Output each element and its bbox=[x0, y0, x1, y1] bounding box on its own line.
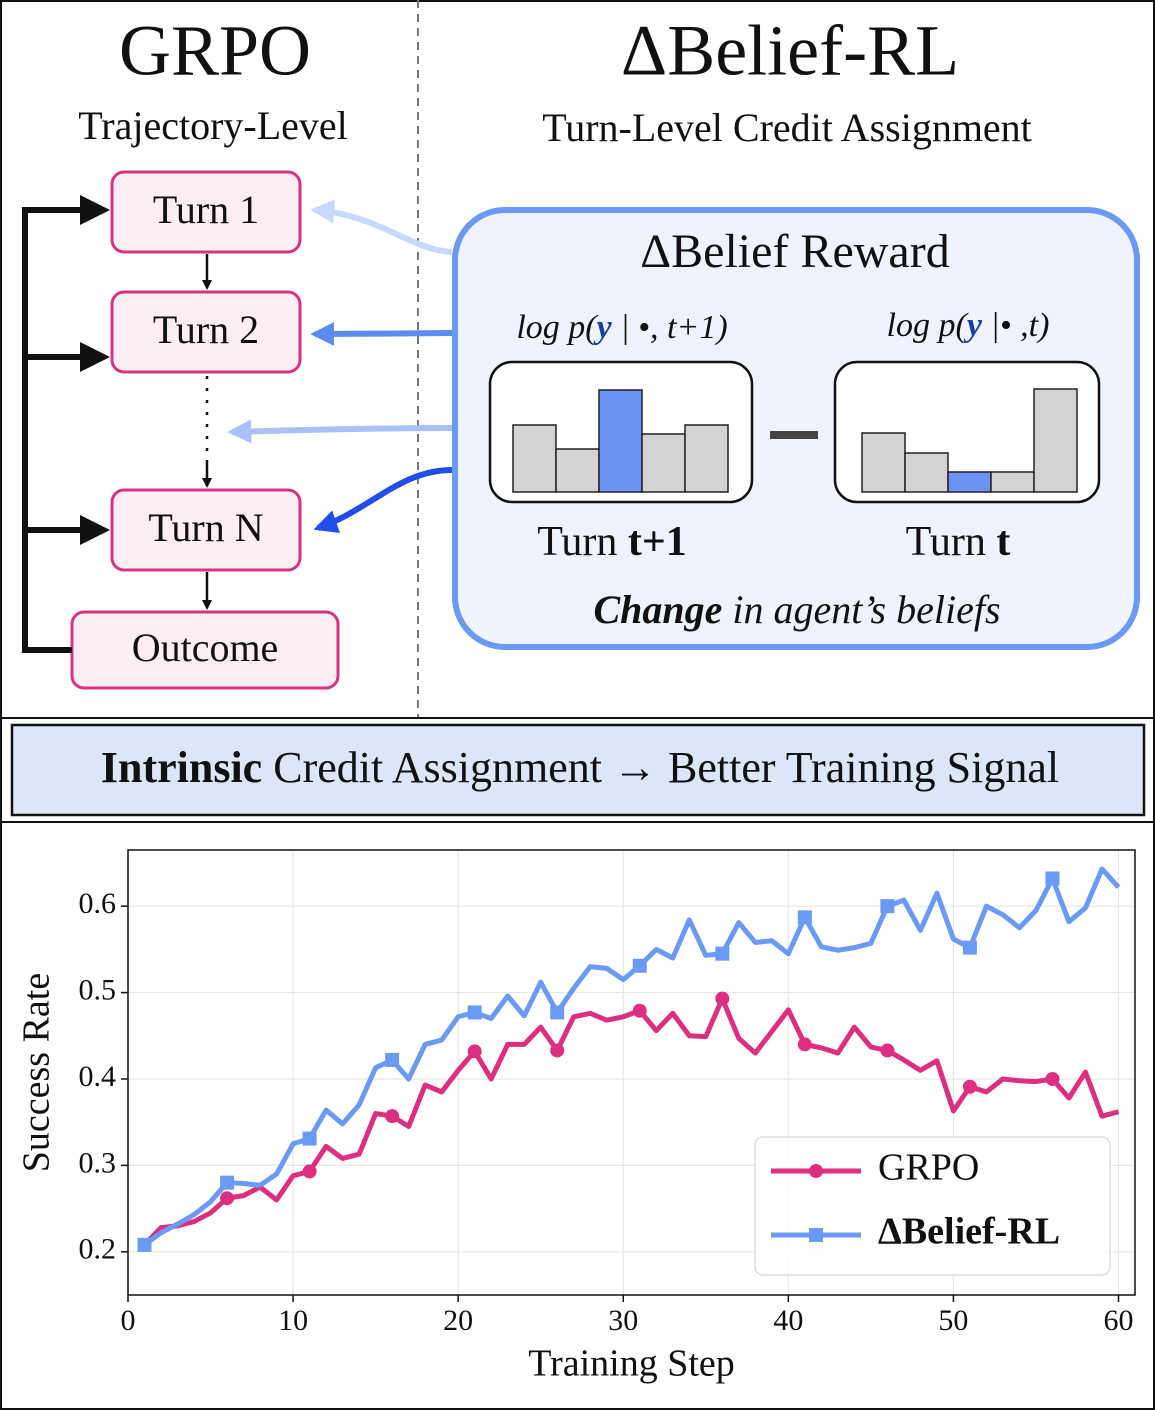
marker bbox=[467, 1005, 482, 1020]
marker bbox=[880, 1043, 895, 1058]
marker bbox=[797, 910, 812, 925]
line-chart: 0.2 0.3 0.4 0.5 0.6 0 10 20 30 40 50 60 Training Ste… bbox=[16, 849, 1136, 1385]
turn-label: Turn N bbox=[148, 505, 263, 550]
marker bbox=[715, 991, 730, 1006]
banner-part: Credit Assignment → Better Training Sign… bbox=[262, 743, 1059, 792]
marker bbox=[385, 1109, 400, 1124]
formula-part: y bbox=[963, 307, 983, 344]
marker bbox=[632, 1003, 647, 1018]
caption-part: Turn bbox=[537, 519, 628, 565]
reward-title: ΔBelief Reward bbox=[640, 225, 949, 278]
y-tick-label: 0.4 bbox=[79, 1060, 117, 1093]
plot-frame bbox=[127, 849, 1136, 1296]
turn-label: Turn 2 bbox=[153, 307, 259, 352]
marker bbox=[220, 1175, 235, 1190]
x-tick-label: 10 bbox=[278, 1304, 308, 1337]
formula-part: log p( bbox=[516, 309, 599, 346]
x-tick-label: 40 bbox=[773, 1304, 803, 1337]
marker bbox=[302, 1164, 317, 1179]
formula-part: | •, t+1) bbox=[612, 309, 728, 346]
reward-box bbox=[452, 207, 1140, 650]
x-axis-label: Training Step bbox=[528, 1343, 735, 1385]
legend-marker bbox=[809, 1228, 823, 1242]
footer-part: Change bbox=[593, 587, 722, 632]
formula: log p(y |• ,t) bbox=[887, 307, 1050, 344]
x-tick-label: 50 bbox=[938, 1304, 968, 1337]
banner: Intrinsic Credit Assignment → Better Tra… bbox=[101, 743, 1059, 792]
marker bbox=[467, 1044, 482, 1059]
marker bbox=[220, 1191, 235, 1206]
y-axis-label: Success Rate bbox=[16, 973, 58, 1172]
loop-arrows bbox=[22, 195, 110, 653]
marker bbox=[137, 1237, 152, 1252]
x-tick-label: 60 bbox=[1103, 1304, 1133, 1337]
marker bbox=[550, 1005, 565, 1020]
formula: log p(y | •, t+1) bbox=[516, 309, 727, 346]
belief-title: ΔBelief-RL bbox=[621, 11, 959, 91]
caption-part: Turn bbox=[906, 519, 997, 565]
marker bbox=[880, 899, 895, 914]
banner-part: Intrinsic bbox=[101, 743, 262, 792]
x-tick-label: 30 bbox=[608, 1304, 638, 1337]
belief-subtitle: Turn-Level Credit Assignment bbox=[542, 105, 1032, 150]
marker bbox=[632, 958, 647, 973]
formula-part: |• ,t) bbox=[982, 307, 1050, 344]
formula-part: y bbox=[593, 309, 613, 346]
x-tick-label: 20 bbox=[443, 1304, 473, 1337]
legend-marker bbox=[809, 1164, 823, 1178]
marker bbox=[302, 1131, 317, 1146]
x-tick-label: 0 bbox=[121, 1304, 136, 1337]
caption-part: t+1 bbox=[628, 519, 687, 565]
grpo-subtitle: Trajectory-Level bbox=[78, 103, 348, 148]
y-tick-label: 0.5 bbox=[79, 973, 117, 1006]
marker bbox=[385, 1052, 400, 1067]
caption: Turn t bbox=[906, 519, 1011, 565]
marker bbox=[715, 946, 730, 961]
caption: Turn t+1 bbox=[537, 519, 687, 565]
marker bbox=[1045, 871, 1060, 886]
belief-histograms bbox=[488, 360, 1101, 504]
marker bbox=[1045, 1071, 1060, 1086]
turn-label: Turn 1 bbox=[153, 187, 259, 232]
caption-part: t bbox=[996, 519, 1010, 565]
footer: Change in agent’s beliefs bbox=[593, 587, 1000, 632]
marker bbox=[962, 940, 977, 955]
marker bbox=[797, 1037, 812, 1052]
marker bbox=[962, 1079, 977, 1094]
banner-box bbox=[10, 723, 1146, 817]
legend-label: GRPO bbox=[878, 1147, 979, 1189]
y-tick-label: 0.3 bbox=[79, 1146, 117, 1179]
outcome-label: Outcome bbox=[132, 625, 279, 670]
y-tick-label: 0.2 bbox=[79, 1233, 117, 1266]
legend-label: ΔBelief-RL bbox=[878, 1211, 1060, 1253]
grpo-title: GRPO bbox=[119, 11, 311, 91]
footer-part: in agent’s beliefs bbox=[722, 587, 1000, 632]
marker bbox=[550, 1043, 565, 1058]
credit-arrows bbox=[227, 199, 453, 534]
formula-part: log p( bbox=[887, 307, 970, 344]
y-tick-label: 0.6 bbox=[79, 887, 117, 920]
